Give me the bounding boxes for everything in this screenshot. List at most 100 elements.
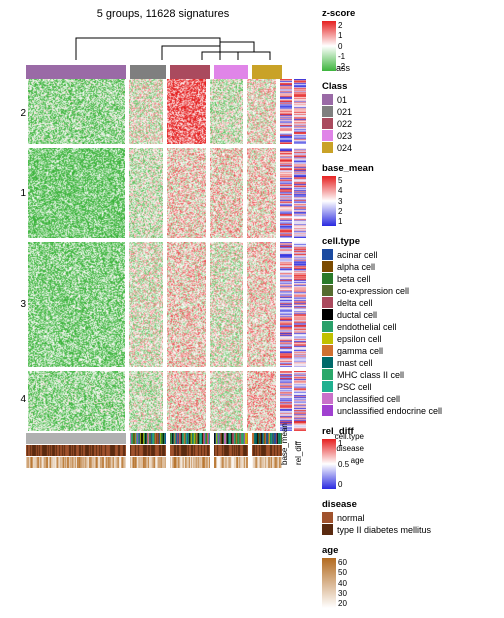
track-disease [130,445,166,456]
class-seg-021 [130,65,166,79]
track-cell.type [130,433,166,444]
legend-item: MHC class II cell [322,369,492,380]
swatch [322,393,333,404]
track-age [26,457,126,468]
class-seg-01 [26,65,126,79]
legend-item: beta cell [322,273,492,284]
legend-item: co-expression cell [322,285,492,296]
heatmap-block [247,371,276,431]
scale-bar [322,439,336,489]
heatmap-block [167,79,206,144]
heatmap-block [247,242,276,367]
legend-title-cell.type: cell.type [322,236,492,247]
heatmap-block [167,371,206,431]
track-cell.type [214,433,248,444]
track-disease [26,445,126,456]
swatch [322,381,333,392]
row-cluster-labels: 2134 [8,79,28,431]
track-age [170,457,210,468]
z-score-strip [280,79,292,144]
heatmap [28,79,276,431]
swatch [322,309,333,320]
swatch [322,142,333,153]
legend-item: unclassified cell [322,393,492,404]
swatch [322,357,333,368]
legend-item: epsilon cell [322,333,492,344]
side-annotation-bars [280,79,306,431]
swatch [322,524,333,535]
row-label-1: 1 [8,149,26,239]
track-disease [252,445,282,456]
swatch [322,94,333,105]
plot-title: 5 groups, 11628 signatures [8,8,318,20]
track-disease [214,445,248,456]
base-mean-strip [294,148,306,238]
swatch [322,261,333,272]
swatch [322,118,333,129]
age-scale-bar [322,558,336,608]
legend-title-age: age [322,545,492,556]
swatch [322,273,333,284]
heatmap-block [210,371,243,431]
heatmap-block [247,79,276,144]
heatmap-block [210,148,243,238]
track-age [214,457,248,468]
side-label-rel_diff: rel_diff [294,441,303,465]
swatch [322,106,333,117]
legend-title-Class: Class [322,81,492,92]
swatch [322,345,333,356]
heatmap-block [210,242,243,367]
swatch [322,512,333,523]
side-label-base_mean: base_mean [280,423,289,465]
base-mean-strip [294,79,306,144]
swatch [322,249,333,260]
class-seg-022 [170,65,210,79]
row-label-2: 2 [8,81,26,146]
row-label-3: 3 [8,242,26,367]
z-score-strip [280,242,292,367]
legend-item: gamma cell [322,345,492,356]
heatmap-block [28,371,125,431]
legend-item: 023 [322,130,492,141]
column-dendrogram [26,22,336,62]
scale-bar [322,176,336,226]
z-score-strip [280,148,292,238]
legend-item: 01 [322,94,492,105]
swatch [322,297,333,308]
bottom-annotation-tracks: cell.typediseaseagebase_meanrel_diff [26,433,318,468]
heatmap-block [129,79,164,144]
track-disease [170,445,210,456]
base-mean-strip [294,242,306,367]
swatch [322,405,333,416]
track-label-disease: disease [336,444,364,453]
track-cell.type [252,433,282,444]
legend-item: 021 [322,106,492,117]
legend-item: mast cell [322,357,492,368]
heatmap-block [28,148,125,238]
heatmap-block [28,242,125,367]
heatmap-block [28,79,125,144]
heatmap-block [167,242,206,367]
main-panel: 5 groups, 11628 signatures Class 2134 ce… [8,8,318,618]
class-seg-024 [252,65,282,79]
legend-item: unclassified endocrine cell [322,405,492,416]
track-cell.type [26,433,126,444]
track-age [130,457,166,468]
swatch [322,369,333,380]
legend-item: type II diabetes mellitus [322,524,492,535]
swatch [322,333,333,344]
track-age [252,457,282,468]
track-label-cell.type: cell.type [335,432,364,441]
legend-item: acinar cell [322,249,492,260]
scale-title: base_mean [322,163,492,174]
base-mean-strip [294,371,306,431]
swatch [322,285,333,296]
heatmap-block [129,242,164,367]
track-cell.type [170,433,210,444]
legend-item: 022 [322,118,492,129]
legend-item: endothelial cell [322,321,492,332]
legend-title-disease: disease [322,499,492,510]
swatch [322,130,333,141]
z-score-strip [280,371,292,431]
legend-item: 024 [322,142,492,153]
